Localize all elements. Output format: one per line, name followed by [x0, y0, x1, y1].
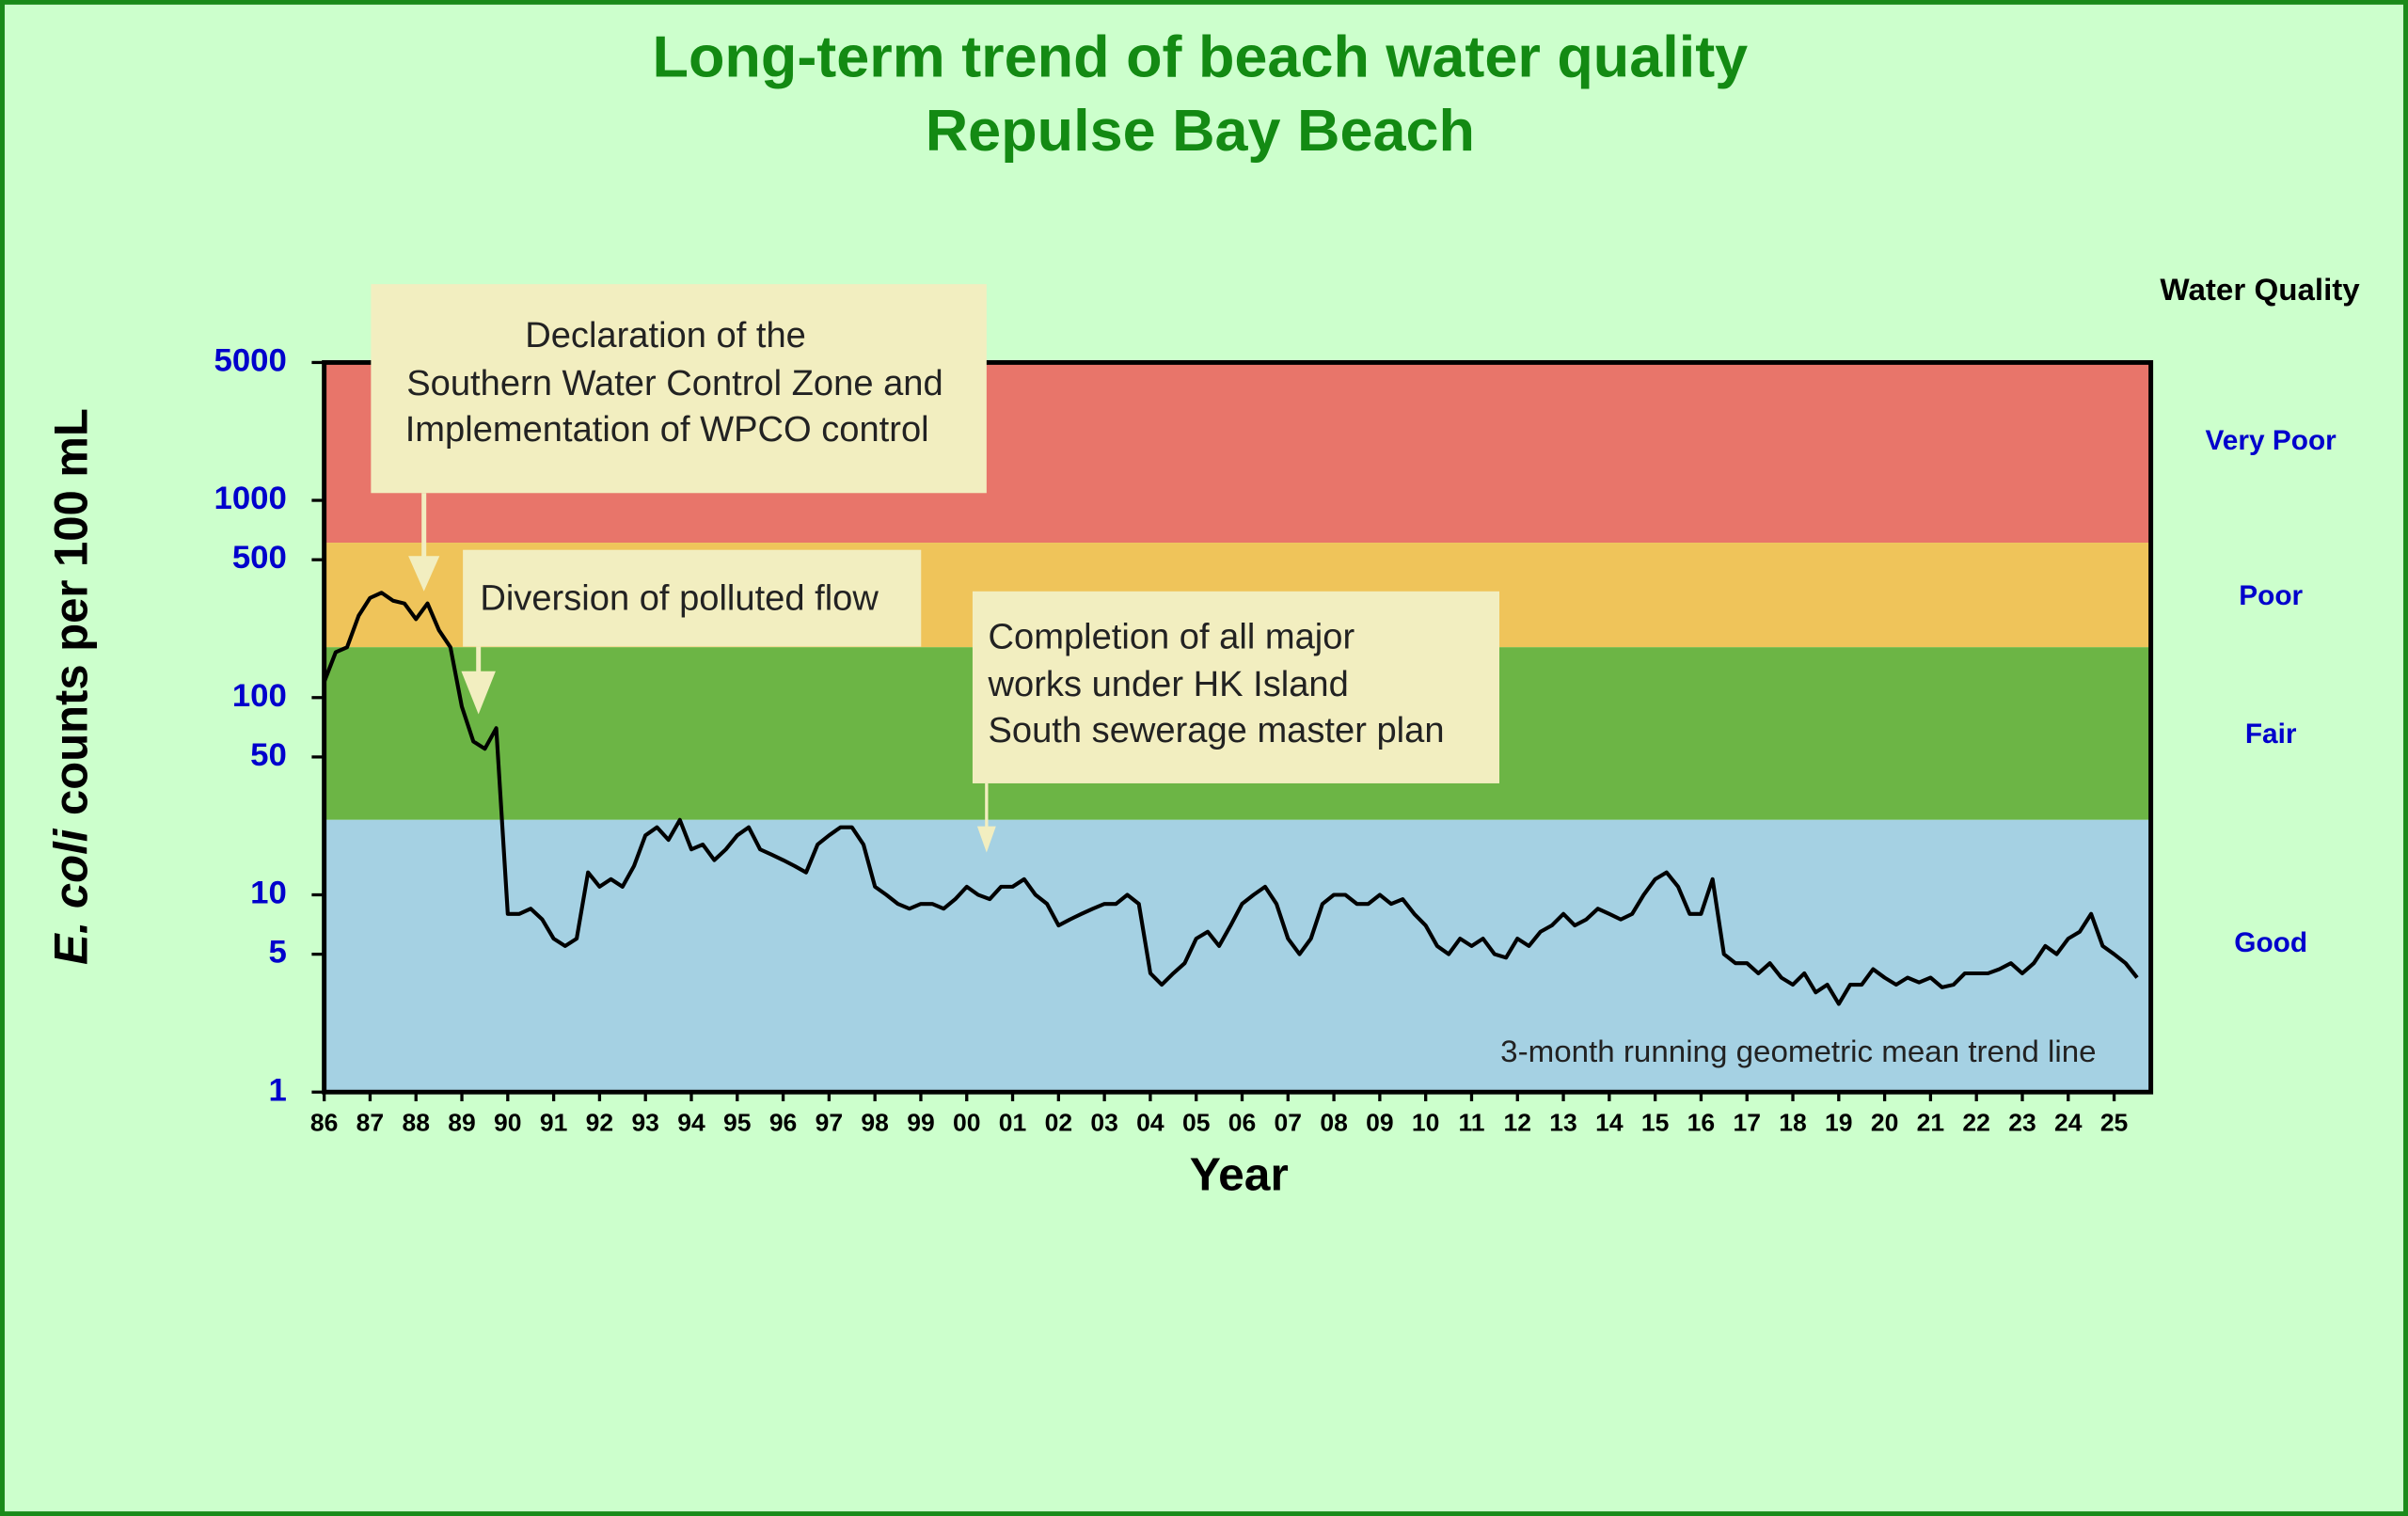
x-tick-label: 15: [1641, 1109, 1669, 1137]
band-label: Poor: [2239, 580, 2303, 611]
x-tick-label: 87: [356, 1109, 384, 1137]
callout-arrow-head: [461, 671, 496, 715]
callout-arrow-head: [408, 556, 440, 592]
x-tick-label: 00: [953, 1109, 980, 1137]
y-axis-title-rest: counts per 100 mL: [45, 408, 97, 815]
band-label: Very Poor: [2206, 425, 2337, 456]
series: [322, 591, 2139, 1006]
x-tick-label: 94: [677, 1109, 705, 1137]
x-tick-label: 24: [2054, 1109, 2083, 1137]
x-tick-label: 14: [1595, 1109, 1624, 1137]
chart-title: Long-term trend of beach water quality: [653, 24, 1749, 89]
callout-text: Southern Water Control Zone and: [406, 364, 943, 403]
x-tick-label: 09: [1366, 1109, 1393, 1137]
x-tick-label: 89: [448, 1109, 475, 1137]
x-tick-label: 22: [1962, 1109, 1989, 1137]
x-tick-label: 95: [723, 1109, 751, 1137]
x-tick-label: 20: [1871, 1109, 1898, 1137]
callout-box: [371, 284, 987, 494]
x-tick-label: 02: [1045, 1109, 1072, 1137]
x-tick-label: 12: [1504, 1109, 1531, 1137]
callout: Declaration of the Southern Water Contro…: [371, 284, 987, 592]
chart-subtitle: Repulse Bay Beach: [926, 99, 1475, 164]
y-axis-title-italic: E. coli: [45, 828, 97, 965]
x-tick-label: 08: [1320, 1109, 1347, 1137]
trend-line: [322, 591, 2139, 1006]
band-label: Good: [2234, 927, 2307, 958]
trend-note: 3-month running geometric mean trend lin…: [1500, 1034, 2096, 1068]
x-tick-label: 23: [2008, 1109, 2036, 1137]
x-tick-label: 25: [2100, 1109, 2128, 1137]
y-tick-label: 500: [232, 540, 287, 576]
x-tick-label: 11: [1458, 1109, 1484, 1137]
plot-frame: [322, 359, 2154, 1095]
x-tick-label: 04: [1136, 1109, 1164, 1137]
y-tick-label: 100: [232, 678, 287, 714]
quality-band: [324, 819, 2151, 1093]
x-tick-label: 90: [494, 1109, 521, 1137]
y-tick-label: 5: [269, 935, 287, 971]
callout-text: works under HK Island: [988, 665, 1349, 704]
x-axis-title: Year: [1190, 1149, 1289, 1201]
x-tick-label: 01: [999, 1109, 1026, 1137]
callout-box: [463, 549, 922, 647]
y-tick-label: 1: [269, 1073, 287, 1109]
x-tick-label: 19: [1825, 1109, 1852, 1137]
callout-box: [972, 591, 1499, 783]
x-tick-label: 86: [310, 1109, 338, 1137]
callout: Completion of all major works under HK I…: [972, 591, 1499, 853]
x-tick-label: 16: [1687, 1109, 1715, 1137]
callout-text: Declaration of the: [525, 316, 806, 355]
x-tick-label: 91: [540, 1109, 567, 1137]
x-tick-label: 97: [816, 1109, 843, 1137]
x-tick-label: 88: [402, 1109, 429, 1137]
callout-text: Completion of all major: [989, 618, 1355, 657]
y-tick-label: 10: [250, 876, 287, 911]
x-tick-label: 18: [1779, 1109, 1806, 1137]
band-label: Fair: [2245, 719, 2297, 750]
x-tick-label: 06: [1228, 1109, 1256, 1137]
y-tick-label: 1000: [214, 481, 287, 516]
x-tick-label: 92: [586, 1109, 613, 1137]
x-tick-label: 93: [631, 1109, 658, 1137]
y-tick-label: 50: [250, 737, 287, 773]
x-tick-label: 13: [1549, 1109, 1576, 1137]
x-tick-label: 21: [1917, 1109, 1944, 1137]
y-axis-title: E. coli counts per 100 mL: [45, 408, 97, 965]
callout-arrow-head: [976, 826, 996, 853]
legend-title: Water Quality: [2160, 272, 2360, 307]
x-tick-label: 17: [1733, 1109, 1760, 1137]
x-tick-label: 98: [861, 1109, 888, 1137]
callout-text: Implementation of WPCO control: [405, 410, 929, 450]
x-tick-label: 96: [769, 1109, 797, 1137]
x-tick-label: 07: [1275, 1109, 1302, 1137]
x-tick-label: 05: [1182, 1109, 1210, 1137]
y-tick-label: 5000: [214, 343, 287, 379]
x-tick-label: 99: [907, 1109, 934, 1137]
x-tick-label: 10: [1412, 1109, 1439, 1137]
x-tick-label: 03: [1090, 1109, 1117, 1137]
callout: Diversion of polluted flow: [461, 549, 922, 715]
callout-text: Diversion of polluted flow: [480, 579, 879, 619]
callout-text: South sewerage master plan: [989, 711, 1445, 750]
